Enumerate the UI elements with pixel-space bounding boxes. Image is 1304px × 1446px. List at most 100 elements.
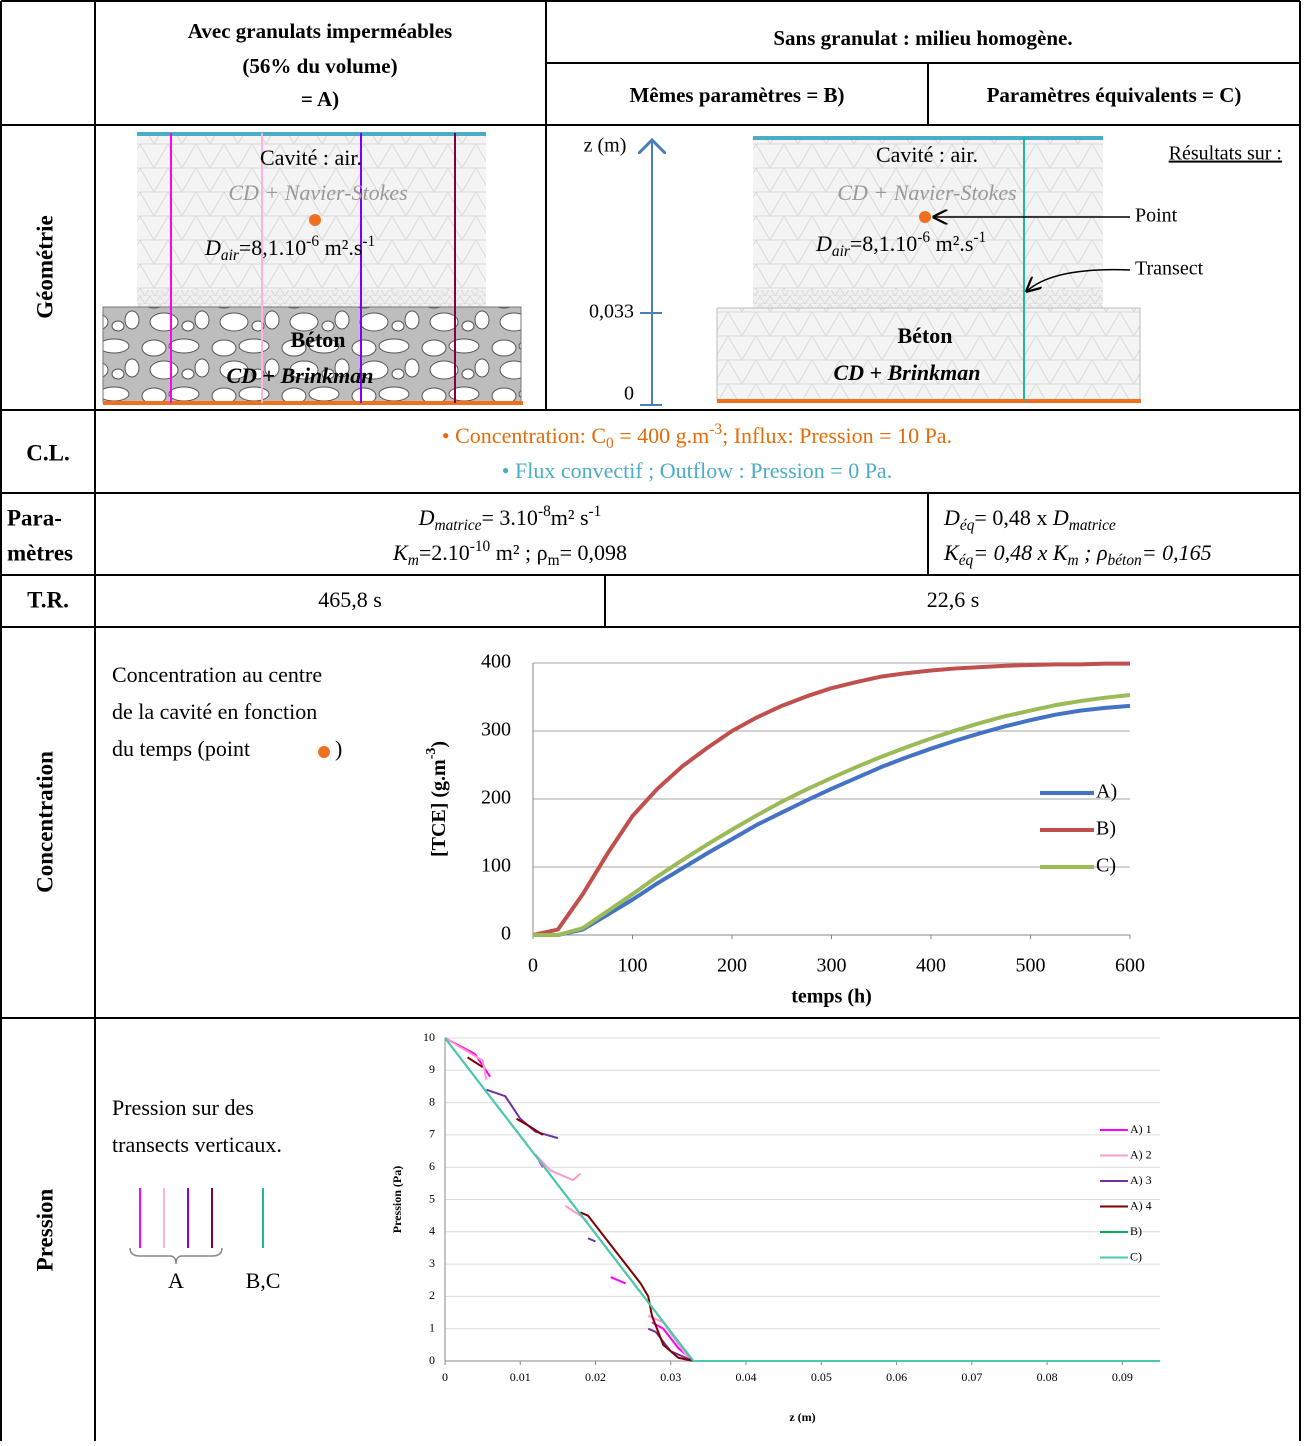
text-part: = 400 g.m — [614, 423, 710, 448]
text-part: = 0,48 x — [974, 505, 1052, 530]
brace — [129, 1247, 223, 1265]
x-tick-label: 0.09 — [1112, 1370, 1133, 1384]
x-tick-label: 500 — [1016, 955, 1046, 977]
header-a: = A) — [301, 87, 339, 111]
x-tick-label: 0.05 — [811, 1370, 832, 1384]
y-tick-label: 100 — [481, 855, 511, 877]
text-part: air — [221, 247, 240, 264]
text-part: = 0,48 x K — [973, 540, 1069, 565]
diffusion-label: Dair=8,1.10-6 m².s-1 — [815, 229, 986, 260]
axis-tick-label: 0,033 — [589, 301, 634, 323]
note: du temps (point — [112, 736, 250, 761]
x-axis-label: temps (h) — [791, 986, 872, 1008]
text-part: air — [832, 243, 851, 260]
results-label: Résultats sur : — [1169, 143, 1282, 165]
legend-label: C) — [1130, 1249, 1142, 1263]
legend-label: A) 2 — [1130, 1147, 1152, 1161]
y-tick-label: 0 — [501, 923, 511, 945]
text-part: 0 — [606, 435, 614, 452]
x-tick-label: 0.03 — [660, 1370, 681, 1384]
concrete-model: CD + Brinkman — [226, 363, 373, 388]
tr-value: 22,6 s — [927, 587, 980, 612]
cavity-label: Cavité : air. — [260, 145, 362, 170]
y-tick-label: 9 — [429, 1062, 435, 1076]
header-a: (56% du volume) — [242, 54, 397, 78]
x-tick-label: 0.02 — [585, 1370, 606, 1384]
x-tick-label: 100 — [618, 955, 648, 977]
parameter-line: Dmatrice= 3.10-8m² s-1 — [418, 503, 602, 534]
text-part: =2.10 — [419, 540, 470, 565]
model-label: CD + Navier-Stokes — [228, 180, 407, 205]
text-part: -6 — [306, 233, 319, 250]
text-part: = 0,165 — [1142, 540, 1212, 565]
text-part: ; Influx: Pression = 10 Pa. — [722, 423, 952, 448]
text-part: matrice — [1069, 517, 1116, 534]
group-label: B,C — [246, 1268, 281, 1293]
x-tick-label: 0 — [528, 955, 538, 977]
text-part: m — [1068, 552, 1079, 569]
text-part: éq — [960, 517, 975, 534]
mesh-refine — [753, 290, 1103, 308]
text-part: =8,1.10 — [850, 231, 917, 256]
y-tick-label: 0 — [429, 1353, 435, 1367]
y-tick-label: 4 — [429, 1224, 435, 1238]
text-part: -10 — [470, 538, 491, 555]
text-part: D — [418, 505, 435, 530]
legend-label: A) 3 — [1130, 1173, 1152, 1187]
text-part: m².s — [930, 231, 973, 256]
parameter-line: Kéq= 0,48 x Km ; ρbéton= 0,165 — [943, 540, 1212, 568]
row-label: mètres — [7, 540, 73, 565]
note: transects verticaux. — [112, 1132, 282, 1157]
y-tick-label: 2 — [429, 1288, 435, 1302]
legend-label: B) — [1096, 818, 1116, 840]
z-axis: z (m) 0,033 0 — [584, 135, 662, 406]
transect-key: A B,C — [129, 1188, 281, 1293]
x-tick-label: 0.08 — [1037, 1370, 1058, 1384]
text-part: =8,1.10 — [239, 235, 306, 260]
concrete-label: Béton — [291, 327, 346, 352]
callout-arrow — [1027, 268, 1131, 291]
text-part: -8 — [538, 503, 551, 520]
y-axis-label: Pression (Pa) — [390, 1166, 404, 1233]
row-label: T.R. — [27, 587, 69, 612]
group-label: A — [168, 1268, 184, 1293]
text-part: • Concentration: C — [442, 423, 606, 448]
text-part: K — [943, 540, 960, 565]
callout-label: Point — [1135, 205, 1178, 227]
note: ) — [335, 736, 342, 761]
mesh-refine — [137, 290, 486, 307]
text-part: béton — [1108, 552, 1142, 569]
x-tick-label: 0.04 — [736, 1370, 757, 1384]
series-line — [467, 1056, 1160, 1362]
callout-label: Transect — [1135, 258, 1204, 280]
series-line — [533, 692, 1131, 937]
header-b: Mêmes paramètres = B) — [629, 83, 844, 107]
text-part: m².s — [319, 235, 362, 260]
geometry-bc: Cavité : air. CD + Navier-Stokes Béton C… — [716, 136, 1282, 403]
diffusion-label: Dair=8,1.10-6 m².s-1 — [204, 233, 375, 264]
text-part: éq — [959, 552, 974, 569]
parameter-line: Déq= 0,48 x Dmatrice — [943, 505, 1116, 533]
concrete — [716, 307, 1141, 402]
bc-line: • Flux convectif ; Outflow : Pression = … — [502, 458, 892, 483]
point-marker — [318, 746, 330, 758]
tr-value: 465,8 s — [318, 587, 382, 612]
text-part: -1 — [973, 229, 986, 246]
y-tick-label: 400 — [481, 651, 511, 673]
x-tick-label: 0.07 — [961, 1370, 982, 1384]
row-label: C.L. — [26, 440, 69, 465]
geometry-a: Cavité : air. CD + Navier-Stokes Béton C… — [102, 132, 523, 405]
text-part: m² ; ρ — [490, 540, 547, 565]
y-tick-label: 10 — [423, 1030, 435, 1044]
series-line — [533, 703, 1131, 937]
text-part: -1 — [362, 233, 375, 250]
header-bc: Sans granulat : milieu homogène. — [773, 26, 1072, 50]
x-tick-label: 300 — [817, 955, 847, 977]
text-part: [TCE] (g.m — [428, 759, 450, 857]
text-part: K — [392, 540, 409, 565]
series-line — [444, 1037, 1160, 1362]
x-axis-label: z (m) — [789, 1410, 815, 1424]
